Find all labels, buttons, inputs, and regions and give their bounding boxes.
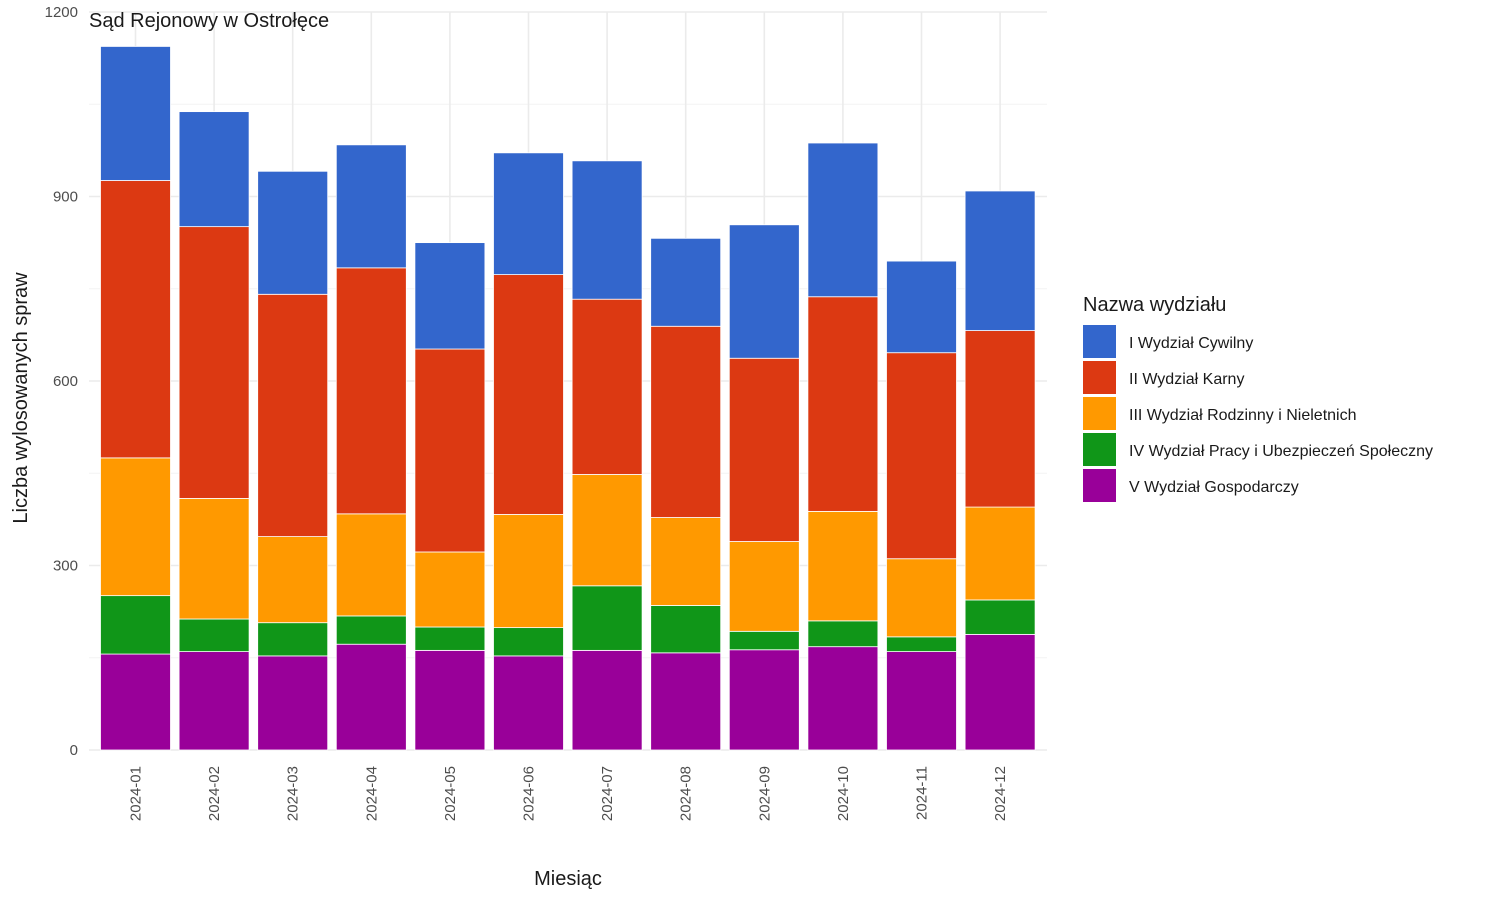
bar-segment <box>650 517 722 606</box>
bar-segment <box>807 296 879 512</box>
bar-segment <box>886 352 957 560</box>
bar-segment <box>807 142 879 298</box>
bar-segment <box>571 585 643 651</box>
bar-segment <box>964 506 1036 601</box>
x-tick-label: 2024-10 <box>835 766 852 821</box>
x-axis-ticks: 2024-01 2024-02 2024-03 2024-04 2024-05 2024-… <box>128 766 1010 821</box>
bar-segment <box>650 605 722 654</box>
bar-segment <box>335 144 407 269</box>
x-tick-label: 2024-06 <box>521 766 538 821</box>
bar-segment <box>886 636 957 653</box>
x-tick-label: 2024-12 <box>992 766 1009 821</box>
bars <box>100 46 1036 751</box>
bar-segment <box>493 152 564 276</box>
bar-segment <box>493 655 564 751</box>
bar-segment <box>257 293 329 537</box>
legend-label: II Wydział Karny <box>1129 371 1244 388</box>
legend-swatch <box>1083 433 1116 466</box>
legend-label: V Wydział Gospodarczy <box>1129 479 1299 496</box>
bar-segment <box>100 180 171 459</box>
bar-segment <box>728 224 800 359</box>
bar-segment <box>728 649 800 751</box>
bar-segment <box>100 595 171 655</box>
x-tick-label: 2024-03 <box>285 766 302 821</box>
legend-swatch <box>1083 361 1116 394</box>
bar-segment <box>335 615 407 645</box>
bar-segment <box>178 498 250 620</box>
legend-swatch <box>1083 397 1116 430</box>
bar-segment <box>414 242 486 350</box>
bar-segment <box>650 237 722 327</box>
bar-segment <box>571 160 643 300</box>
legend-label: III Wydział Rodzinny i Nieletnich <box>1129 407 1357 424</box>
bar-segment <box>728 357 800 542</box>
y-axis-ticks: 0 300 600 900 1200 <box>45 4 78 759</box>
bar-segment <box>728 630 800 651</box>
bar-segment <box>178 226 250 499</box>
bar-segment <box>335 513 407 617</box>
bar-segment <box>335 643 407 751</box>
bar-segment <box>571 649 643 751</box>
bar-segment <box>807 510 879 622</box>
bar-segment <box>493 274 564 515</box>
bar-segment <box>886 558 957 638</box>
x-tick-label: 2024-07 <box>599 766 616 821</box>
y-tick-label: 0 <box>70 742 78 759</box>
bar-segment <box>100 653 171 751</box>
bar-segment <box>571 474 643 587</box>
bar-segment <box>178 111 250 228</box>
legend-swatch <box>1083 325 1116 358</box>
x-tick-label: 2024-01 <box>128 766 145 821</box>
bar-segment <box>650 652 722 751</box>
bar-segment <box>807 620 879 648</box>
chart-title: Sąd Rejonowy w Ostrołęce <box>89 10 329 32</box>
bar-segment <box>886 260 957 354</box>
bar-segment <box>414 626 486 651</box>
bar-segment <box>650 325 722 518</box>
legend-label: IV Wydział Pracy i Ubezpieczeń Społeczny <box>1129 443 1433 460</box>
x-tick-label: 2024-04 <box>363 766 380 821</box>
x-tick-label: 2024-09 <box>756 766 773 821</box>
x-axis-title: Miesiąc <box>534 868 602 890</box>
bar-segment <box>257 170 329 295</box>
x-tick-label: 2024-02 <box>206 766 223 821</box>
bar-segment <box>728 541 800 632</box>
bar-segment <box>964 599 1036 635</box>
x-tick-label: 2024-05 <box>442 766 459 821</box>
y-tick-label: 600 <box>53 373 78 390</box>
legend-label: I Wydział Cywilny <box>1129 335 1253 352</box>
y-axis-title: Liczba wylosowanych spraw <box>10 272 32 524</box>
bar-segment <box>964 330 1036 508</box>
bar-segment <box>964 190 1036 331</box>
bar-segment <box>257 536 329 624</box>
bar-segment <box>414 649 486 751</box>
bar-segment <box>886 651 957 751</box>
bar-segment <box>571 298 643 475</box>
bar-segment <box>414 348 486 553</box>
bar-segment <box>257 622 329 657</box>
x-tick-label: 2024-08 <box>678 766 695 821</box>
bar-segment <box>414 551 486 628</box>
bar-segment <box>178 651 250 751</box>
y-tick-label: 1200 <box>45 4 78 21</box>
y-tick-label: 300 <box>53 558 78 575</box>
bar-segment <box>100 46 171 181</box>
bar-segment <box>178 618 250 653</box>
bar-segment <box>807 646 879 751</box>
y-tick-label: 900 <box>53 189 78 206</box>
bar-segment <box>257 655 329 751</box>
bar-segment <box>964 633 1036 751</box>
legend: Nazwa wydziału I Wydział Cywilny II Wydzi… <box>1083 294 1433 502</box>
legend-swatch <box>1083 469 1116 502</box>
bar-segment <box>493 627 564 657</box>
x-tick-label: 2024-11 <box>914 766 931 820</box>
bar-segment <box>100 457 171 597</box>
legend-title: Nazwa wydziału <box>1083 294 1226 316</box>
bar-segment <box>335 267 407 515</box>
bar-segment <box>493 514 564 629</box>
